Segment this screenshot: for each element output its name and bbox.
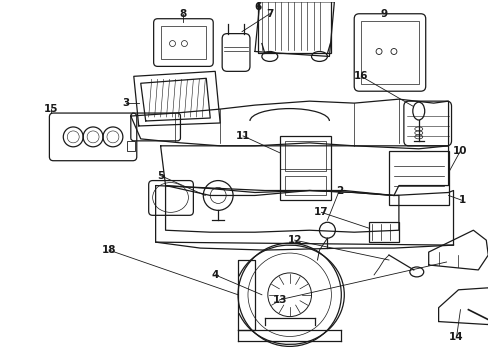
Text: 17: 17	[314, 207, 329, 217]
Text: 4: 4	[212, 270, 219, 280]
Text: 9: 9	[380, 9, 388, 19]
Text: 13: 13	[272, 295, 287, 305]
Text: 11: 11	[236, 131, 250, 141]
Text: 2: 2	[336, 185, 343, 195]
Text: 1: 1	[459, 195, 466, 206]
Text: 10: 10	[453, 146, 468, 156]
Text: 8: 8	[180, 9, 187, 19]
Text: 14: 14	[449, 333, 464, 342]
Text: 6: 6	[254, 2, 262, 12]
Text: 16: 16	[354, 71, 368, 81]
Text: 5: 5	[157, 171, 164, 181]
Text: 15: 15	[44, 104, 59, 114]
Text: 7: 7	[266, 9, 273, 19]
Text: 12: 12	[288, 235, 302, 245]
Text: 18: 18	[102, 245, 116, 255]
Text: 3: 3	[122, 98, 129, 108]
